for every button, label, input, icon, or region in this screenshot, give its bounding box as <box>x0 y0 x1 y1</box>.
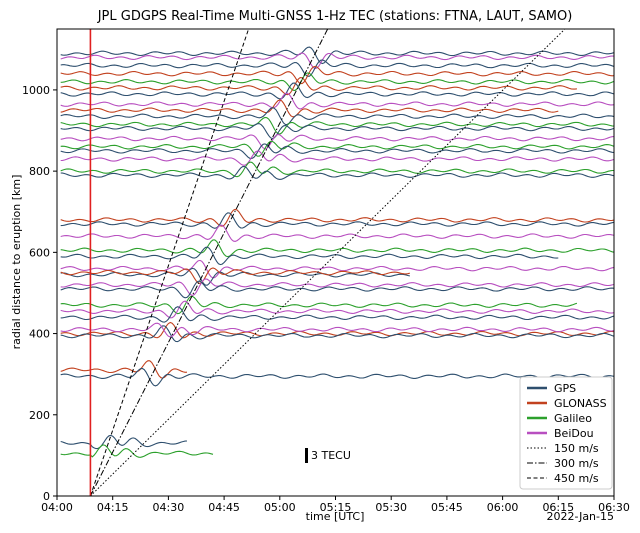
speed-line-150 <box>90 29 566 496</box>
series-trace-glonass <box>60 360 188 379</box>
series-trace-gps <box>60 325 614 343</box>
legend-label: 150 m/s <box>554 442 599 455</box>
series-trace-beidou <box>60 150 614 166</box>
legend-label: Galileo <box>554 412 592 425</box>
date-label: 2022-Jan-15 <box>547 510 615 523</box>
series-trace-galileo <box>60 161 614 178</box>
series-trace-gps <box>60 165 614 180</box>
y-tick-label: 0 <box>43 490 50 503</box>
series-trace-beidou <box>60 278 614 296</box>
legend-label: BeiDou <box>554 427 594 440</box>
series-trace-beidou <box>60 300 614 319</box>
tecu-scale-bar: 3 TECU <box>305 448 351 463</box>
legend-label: GPS <box>554 382 576 395</box>
series-trace-galileo <box>60 140 614 157</box>
series-trace-galileo <box>60 72 614 92</box>
speed-line-450 <box>89 29 250 496</box>
y-tick-label: 200 <box>29 409 50 422</box>
legend-label: 300 m/s <box>554 457 599 470</box>
legend-label: GLONASS <box>554 397 607 410</box>
y-axis: 0 200 400 600 800 1000 <box>22 84 57 503</box>
tecu-scale-mark <box>305 448 308 463</box>
chart-title: JPL GDGPS Real-Time Multi-GNSS 1-Hz TEC … <box>97 9 573 24</box>
series-trace-beidou <box>60 92 614 110</box>
series-trace-glonass <box>60 267 410 285</box>
series-trace-glonass <box>60 208 614 227</box>
x-tick-label: 06:00 <box>487 501 519 514</box>
series-trace-gps <box>60 46 614 65</box>
y-tick-label: 400 <box>29 328 50 341</box>
x-tick-label: 05:45 <box>431 501 463 514</box>
x-tick-label: 04:30 <box>153 501 185 514</box>
legend-box <box>519 376 613 490</box>
series-trace-gps <box>60 434 188 450</box>
series-trace-gps <box>60 246 559 266</box>
speed-line-300 <box>89 29 329 496</box>
x-tick-label: 05:30 <box>375 501 407 514</box>
x-tick-label: 04:00 <box>41 501 73 514</box>
series-trace-glonass <box>60 65 614 85</box>
y-tick-label: 800 <box>29 165 50 178</box>
series-trace-gps <box>60 59 614 77</box>
series-trace-galileo <box>60 444 214 458</box>
series-trace-gps <box>60 143 614 160</box>
series-trace-glonass <box>60 99 559 118</box>
series-trace-gps <box>60 123 614 140</box>
y-tick-label: 600 <box>29 246 50 259</box>
x-tick-label: 05:15 <box>320 501 352 514</box>
series-trace-gps <box>60 306 614 323</box>
y-axis-label: radial distance to eruption [km] <box>10 175 23 350</box>
series-trace-galileo <box>60 239 614 258</box>
series-trace-beidou <box>60 133 614 150</box>
x-tick-label: 04:15 <box>97 501 129 514</box>
y-tick-label: 1000 <box>22 84 50 97</box>
tecu-scale-label: 3 TECU <box>311 449 351 462</box>
x-tick-label: 05:00 <box>264 501 296 514</box>
series-trace-gps <box>60 212 614 229</box>
x-tick-label: 04:45 <box>208 501 240 514</box>
series-trace-beidou <box>60 259 614 279</box>
x-tick-label: 06:15 <box>542 501 574 514</box>
x-tick-label: 06:30 <box>598 501 630 514</box>
x-axis-label: time [UTC] <box>306 510 365 523</box>
speed-lines <box>89 29 566 496</box>
series-trace-gps <box>60 280 614 299</box>
series-trace-galileo <box>60 295 578 315</box>
series-trace-beidou <box>60 52 614 70</box>
series-trace-beidou <box>60 322 614 338</box>
legend: GPS GLONASS Galileo BeiDou 150 m/s 300 m/s 450… <box>519 376 613 490</box>
x-axis: 04:00 04:15 04:30 04:45 05:00 05:15 05:30 05:45… <box>41 496 630 514</box>
series-trace-gps <box>60 82 614 100</box>
series-trace-gps <box>60 107 614 126</box>
series-trace-glonass <box>60 77 577 96</box>
series-trace-galileo <box>60 116 614 135</box>
plot-area: 3 TECU <box>56 28 615 497</box>
series-trace-beidou <box>60 224 614 242</box>
legend-label: 450 m/s <box>554 472 599 485</box>
